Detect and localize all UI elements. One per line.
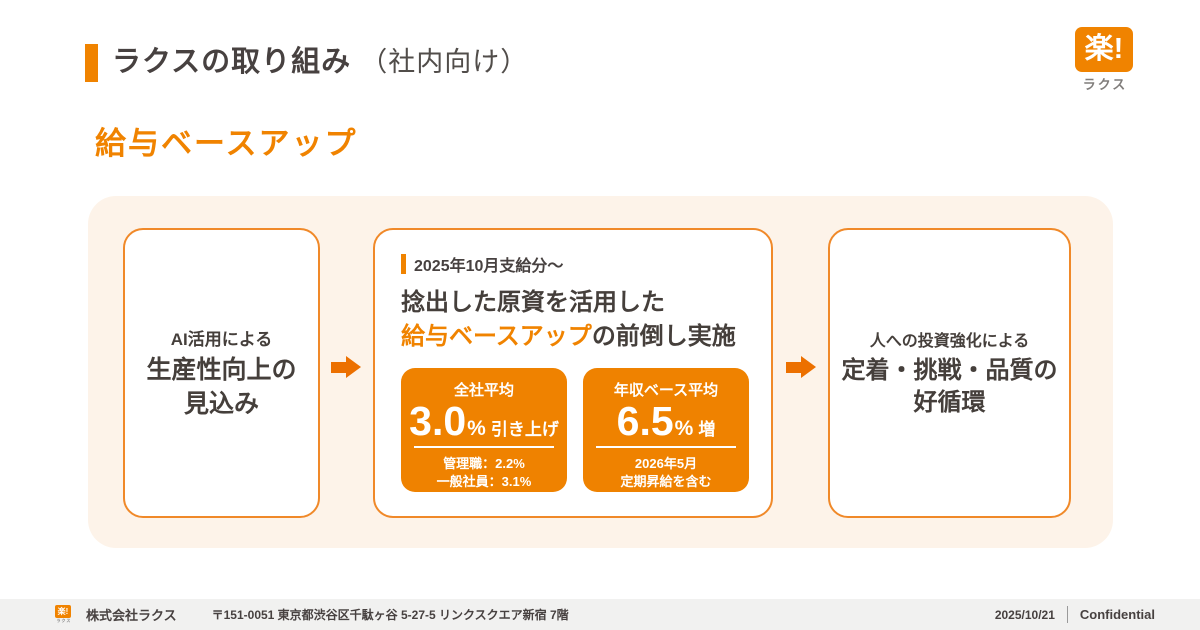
footer-address: 〒151-0051 東京都渋谷区千駄ヶ谷 5-27-5 リンクスクエア新宿 7階 [211,608,569,622]
flow-arrow-icon [331,356,361,378]
stat2-note2: 定期昇給を含む [620,474,712,490]
card-productivity: AI活用による 生産性向上の 見込み [123,228,320,518]
section-heading: 給与ベースアップ [95,126,358,161]
page-subtitle: （社内向け） [360,47,529,77]
stat1-suffix: 引き上げ [490,420,559,439]
stat-box-company-average: 全社平均 3.0 % 引き上げ 管理職：2.2% 一般社員：3.1% [401,368,567,492]
page-title: ラクスの取り組み （社内向け） [112,38,528,80]
footer-logo: 楽! ラクス [55,605,72,623]
tag-text: 2025年10月支給分～ [414,258,564,275]
stat-boxes: 全社平均 3.0 % 引き上げ 管理職：2.2% 一般社員：3.1% 年収ベース… [401,368,749,492]
footer-date: 2025/10/21 [994,607,1055,622]
stat2-underline [596,446,736,449]
card3-subtext: 人への投資強化による [869,332,1030,350]
card2-tag: 2025年10月支給分～ [401,252,745,276]
card2-title: 捻出した原資を活用した 給与ベースアップの前倒し実施 [401,286,745,353]
stat1-unit: % [467,417,486,440]
flow-arrow-icon [786,356,816,378]
slide-header: ラクスの取り組み （社内向け） 楽! ラクス [0,0,1200,100]
stat1-note1: 管理職：2.2% [443,456,525,472]
card3-main-text-line2: 好循環 [913,389,986,416]
stat1-value-row: 3.0 % 引き上げ [401,398,567,444]
stat2-suffix: 増 [698,420,716,439]
page-title-text: ラクスの取り組み [112,46,352,78]
card-baseup: 2025年10月支給分～ 捻出した原資を活用した 給与ベースアップの前倒し実施 … [373,228,773,518]
footer-right: 2025/10/21 Confidential [995,606,1155,623]
stat1-note2: 一般社員：3.1% [436,474,532,490]
card1-main-text-line2: 見込み [183,389,259,418]
stat1-label: 全社平均 [453,382,514,399]
slide-footer: 楽! ラクス 株式会社ラクス 〒151-0051 東京都渋谷区千駄ヶ谷 5-27… [0,599,1200,630]
card2-title-highlight: 給与ベースアップ [401,322,592,350]
footer-company-name: 株式会社ラクス [86,608,177,623]
stat-box-annual-income: 年収ベース平均 6.5 % 増 2026年5月 定期昇給を含む [583,368,749,492]
flow-container: AI活用による 生産性向上の 見込み 2025年10月支給分～ 捻出した原資を活… [88,196,1113,548]
company-logo-icon: 楽! [1075,27,1133,72]
card3-main-text-line1: 定着・挑戦・品質の [841,356,1058,384]
stat2-label: 年収ベース平均 [613,382,719,399]
stat1-value: 3.0 [409,398,467,444]
title-accent-bar [85,44,98,82]
stat1-underline [414,446,554,449]
stat2-note1: 2026年5月 [634,456,698,472]
card2-title-line1: 捻出した原資を活用した [401,289,665,316]
tag-accent-bar [401,254,406,274]
footer-divider [1066,606,1068,623]
card1-subtext: AI活用による [170,329,273,349]
footer-logo-icon: 楽! [55,605,71,618]
stat2-value-row: 6.5 % 増 [583,398,749,444]
logo-mark-text: 楽! [1084,33,1124,65]
stat2-unit: % [674,417,694,440]
stat2-value: 6.5 [616,398,674,444]
footer-confidential-label: Confidential [1079,607,1155,622]
card1-main-text-line1: 生産性向上の [146,355,297,384]
card2-title-rest: の前倒し実施 [591,322,736,350]
card-virtuous-cycle: 人への投資強化による 定着・挑戦・品質の 好循環 [828,228,1071,518]
logo-company-name: ラクス [1082,77,1128,92]
company-logo: 楽! ラクス [1075,27,1135,93]
